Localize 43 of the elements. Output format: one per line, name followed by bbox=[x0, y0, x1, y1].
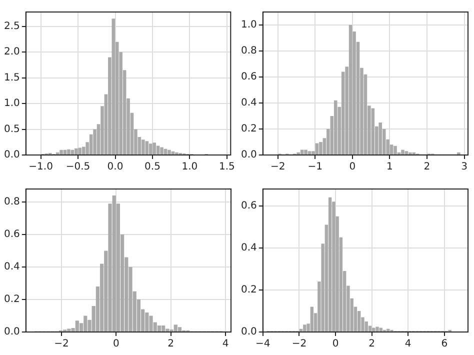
y-tick-label: 0.4 bbox=[4, 262, 20, 273]
y-tick-label: 2.0 bbox=[4, 46, 20, 58]
x-tick-label: 0 bbox=[112, 338, 120, 350]
y-tick-label: 0.2 bbox=[240, 124, 257, 135]
x-tick-label: 2 bbox=[168, 338, 174, 350]
y-tick-label: 0.8 bbox=[240, 46, 257, 57]
x-tick-label: −1.0 bbox=[28, 162, 53, 173]
y-tick-label: 0.6 bbox=[240, 72, 257, 83]
x-tick-label: 1.0 bbox=[182, 162, 198, 173]
y-tick-label: 1.5 bbox=[4, 72, 20, 84]
y-tick-label: 0.0 bbox=[4, 326, 20, 338]
y-tick-label: 0.5 bbox=[4, 124, 20, 135]
y-tick-label: 0.0 bbox=[240, 326, 257, 338]
x-tick-label: −1 bbox=[308, 162, 322, 173]
x-tick-label: 0 bbox=[332, 338, 339, 350]
y-tick-label: 0.0 bbox=[240, 150, 257, 161]
x-tick-label: 1 bbox=[386, 162, 393, 173]
x-tick-label: 1.5 bbox=[218, 162, 235, 173]
x-tick-label: −2 bbox=[54, 338, 69, 350]
y-tick-label: 1.0 bbox=[4, 98, 20, 110]
y-tick-label: 0.4 bbox=[240, 242, 257, 254]
x-tick-label: 3 bbox=[461, 162, 468, 173]
x-tick-label: 0.0 bbox=[107, 162, 124, 173]
y-tick-label: 2.5 bbox=[4, 20, 20, 32]
y-tick-label: 0.0 bbox=[4, 150, 20, 161]
x-tick-label: 2 bbox=[368, 338, 375, 350]
y-tick-label: 0.2 bbox=[4, 294, 20, 306]
y-tick-label: 0.2 bbox=[240, 284, 257, 296]
y-tick-label: 0.6 bbox=[4, 229, 20, 240]
x-tick-label: −2 bbox=[270, 162, 286, 173]
x-tick-label: −0.5 bbox=[66, 162, 90, 173]
x-tick-label: 4 bbox=[404, 338, 412, 350]
x-tick-label: 6 bbox=[441, 338, 448, 350]
x-tick-label: 0 bbox=[349, 162, 356, 173]
x-tick-label: −2 bbox=[292, 338, 307, 350]
x-tick-label: 4 bbox=[222, 338, 229, 350]
y-tick-label: 0.8 bbox=[4, 196, 20, 208]
x-tick-label: 0.5 bbox=[144, 162, 160, 173]
x-tick-label: −4 bbox=[256, 338, 270, 350]
x-tick-label: 2 bbox=[424, 162, 430, 173]
y-tick-label: 0.6 bbox=[240, 200, 257, 212]
y-tick-label: 1.0 bbox=[240, 20, 257, 31]
y-tick-label: 0.4 bbox=[240, 98, 257, 109]
